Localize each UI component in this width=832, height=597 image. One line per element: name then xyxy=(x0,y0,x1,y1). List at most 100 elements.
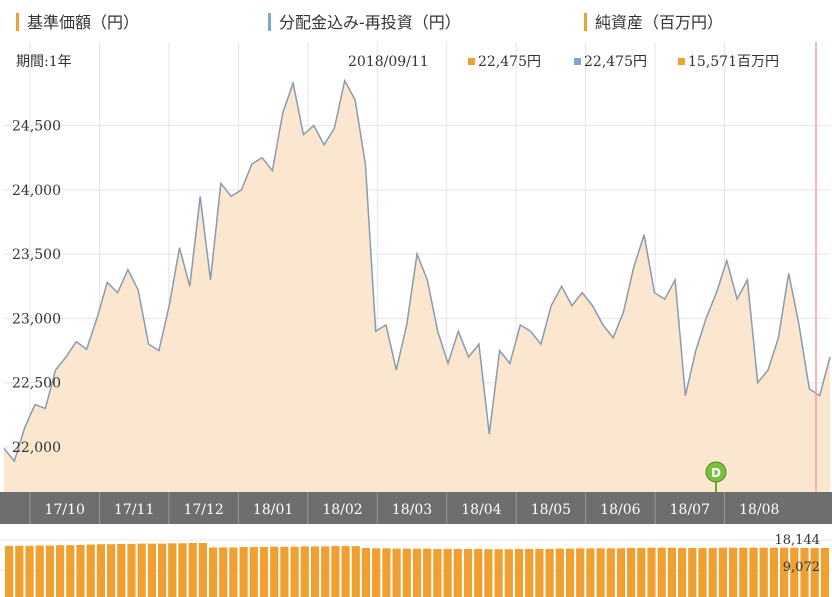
volume-bar xyxy=(25,545,34,597)
volume-bar xyxy=(453,548,462,597)
y-tick-label: 23,500 xyxy=(12,247,61,263)
marker-label: D xyxy=(711,466,721,480)
volume-bar xyxy=(484,549,493,597)
volume-bar xyxy=(290,546,299,597)
volume-bar xyxy=(474,548,483,597)
volume-bar xyxy=(35,545,44,597)
legend-label-netassets: 純資産（百万円） xyxy=(595,13,724,32)
y-tick-label: 22,000 xyxy=(12,440,61,456)
volume-bar xyxy=(657,547,666,597)
volume-bar xyxy=(117,543,126,597)
volume-bar xyxy=(198,543,207,597)
legend-swatch-nav xyxy=(16,13,19,31)
volume-bar xyxy=(698,548,707,597)
volume-bar xyxy=(759,547,768,597)
volume-bar xyxy=(249,547,258,597)
volume-bar xyxy=(178,543,187,597)
volume-bar xyxy=(209,547,218,597)
info-swatch-nav xyxy=(468,58,475,65)
volume-bar xyxy=(96,544,105,597)
y-tick-label: 22,500 xyxy=(12,376,61,392)
volume-bar xyxy=(586,548,595,597)
info-value-reinvest: 22,475円 xyxy=(584,54,647,70)
info-swatch-netassets xyxy=(678,58,685,65)
volume-bar xyxy=(219,547,228,597)
volume-bar xyxy=(749,547,758,597)
volume-bar xyxy=(433,548,442,597)
volume-bar xyxy=(494,549,503,597)
volume-bar xyxy=(45,545,54,597)
volume-bar xyxy=(678,548,687,597)
x-tick-label: 18/03 xyxy=(392,502,432,518)
price-chart[interactable]: 22,000 22,500 23,000 23,500 24,000 24,500 期間:… xyxy=(0,40,832,597)
volume-bar xyxy=(137,543,146,597)
info-date: 2018/09/11 xyxy=(348,54,429,70)
volume-bar xyxy=(596,548,605,597)
volume-bar xyxy=(270,546,279,597)
volume-bar xyxy=(729,547,738,597)
volume-bar xyxy=(555,548,564,597)
y-axis-labels: 22,000 22,500 23,000 23,500 24,000 24,500 xyxy=(12,119,61,456)
volume-bar xyxy=(341,546,350,597)
period-label: 期間:1年 xyxy=(16,54,72,70)
x-tick-label: 17/11 xyxy=(114,502,154,518)
x-tick-label: 18/07 xyxy=(670,502,710,518)
volume-bar xyxy=(647,547,656,597)
volume-bar xyxy=(382,548,391,597)
volume-bar xyxy=(76,544,85,597)
legend-label-reinvest: 分配金込み-再投資（円） xyxy=(279,13,461,32)
info-swatch-reinvest xyxy=(574,58,581,65)
volume-bar xyxy=(402,548,411,597)
volume-bar xyxy=(5,545,14,597)
x-axis-labels: 17/10 17/11 17/12 18/01 18/02 18/03 18/04 18/05… xyxy=(29,492,779,524)
volume-bar xyxy=(790,547,799,597)
volume-bar xyxy=(688,548,697,597)
legend-label-nav: 基準価額（円） xyxy=(27,13,140,32)
volume-bar xyxy=(535,548,544,597)
volume-max-label: 18,144 xyxy=(775,533,821,548)
volume-bar xyxy=(56,545,65,597)
x-tick-label: 17/12 xyxy=(183,502,223,518)
volume-bar xyxy=(780,547,789,597)
volume-bar xyxy=(280,546,289,597)
distribution-marker[interactable]: D xyxy=(705,461,727,492)
volume-bar xyxy=(321,546,330,597)
legend-swatch-netassets xyxy=(584,13,587,31)
volume-bar xyxy=(372,548,381,597)
volume-bar xyxy=(606,548,615,597)
volume-bar xyxy=(525,548,534,597)
volume-bar xyxy=(239,547,248,597)
volume-bar xyxy=(107,544,116,597)
volume-bar xyxy=(463,548,473,597)
legend-swatch-reinvest xyxy=(268,13,271,31)
x-tick-label: 18/08 xyxy=(739,502,779,518)
volume-bar xyxy=(229,547,238,597)
volume-bar xyxy=(423,548,432,597)
volume-bar xyxy=(616,548,626,597)
info-value-netassets: 15,571百万円 xyxy=(688,54,779,70)
volume-bar xyxy=(361,548,371,597)
price-area-fill xyxy=(4,80,830,492)
volume-bar xyxy=(168,543,177,597)
volume-bar xyxy=(127,543,136,597)
volume-bar xyxy=(718,547,727,597)
volume-bar xyxy=(188,543,197,597)
volume-bar xyxy=(545,548,554,597)
chart-legend: 基準価額（円） 分配金込み-再投資（円） 純資産（百万円） xyxy=(0,0,832,40)
marker-circle xyxy=(705,461,727,483)
x-tick-label: 18/06 xyxy=(600,502,640,518)
info-value-nav: 22,475円 xyxy=(478,54,541,70)
volume-bar xyxy=(310,546,320,597)
volume-bar xyxy=(810,548,819,597)
volume-bar xyxy=(514,548,524,597)
volume-bar xyxy=(769,547,778,597)
volume-mid-label: 9,072 xyxy=(783,560,820,575)
volume-bar xyxy=(627,548,636,597)
volume-bar xyxy=(15,545,24,597)
price-line xyxy=(3,78,831,463)
x-tick-label: 18/02 xyxy=(322,502,362,518)
x-axis-band xyxy=(0,492,832,524)
x-tick-label: 18/05 xyxy=(531,502,571,518)
volume-bar xyxy=(667,547,676,597)
volume-bar xyxy=(504,549,513,597)
